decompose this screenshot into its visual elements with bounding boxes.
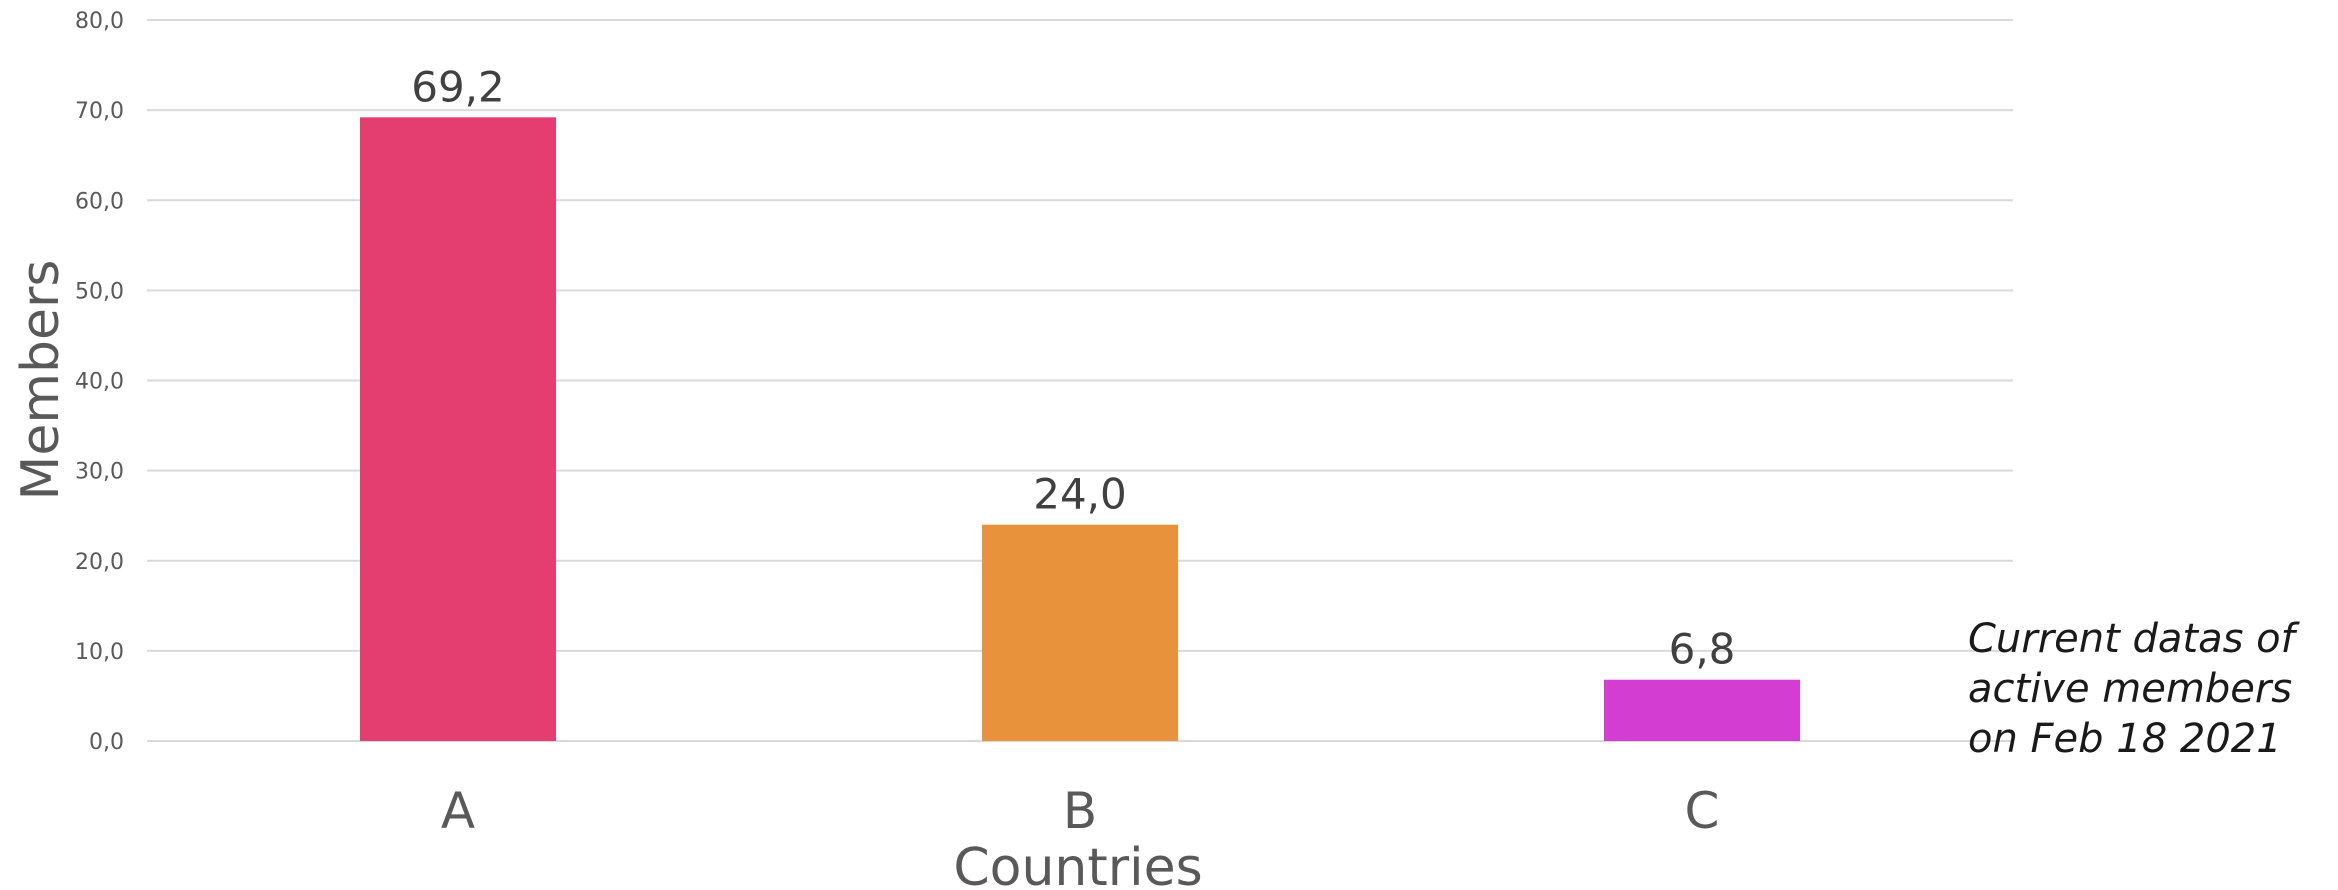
x-axis-title: Countries — [953, 838, 1202, 890]
x-tick-label: B — [1063, 782, 1097, 840]
y-tick-label: 80,0 — [75, 9, 124, 34]
x-tick-label: C — [1685, 782, 1720, 840]
y-tick-label: 0,0 — [89, 730, 124, 755]
bar-b — [982, 524, 1178, 741]
y-tick-label: 20,0 — [75, 550, 124, 575]
bars — [360, 117, 1800, 741]
y-tick-label: 70,0 — [75, 99, 124, 124]
data-label: 69,2 — [411, 62, 505, 111]
annotation-line-1: Current datas of — [1968, 616, 2301, 662]
x-tick-label: A — [441, 782, 475, 840]
data-label: 24,0 — [1033, 470, 1127, 519]
y-tick-label: 40,0 — [75, 370, 124, 395]
bar-a — [360, 117, 556, 741]
data-label: 6,8 — [1669, 625, 1736, 674]
y-axis-title: Members — [11, 260, 71, 501]
y-axis-ticks: 0,0 10,0 20,0 30,0 40,0 50,0 60,0 70,0 80,0 — [75, 9, 124, 755]
y-tick-label: 60,0 — [75, 189, 124, 214]
x-axis-ticks: A B C — [441, 782, 1720, 840]
annotation-text: Current datas of active members on Feb 1… — [1968, 616, 2307, 762]
bar-c — [1604, 679, 1800, 741]
y-tick-label: 50,0 — [75, 279, 124, 304]
y-tick-label: 10,0 — [75, 640, 124, 665]
data-labels: 69,2 24,0 6,8 — [411, 62, 1735, 673]
y-tick-label: 30,0 — [75, 460, 124, 485]
annotation-line-2: active members — [1968, 666, 2292, 712]
annotation-line-3: on Feb 18 2021 — [1968, 716, 2282, 762]
